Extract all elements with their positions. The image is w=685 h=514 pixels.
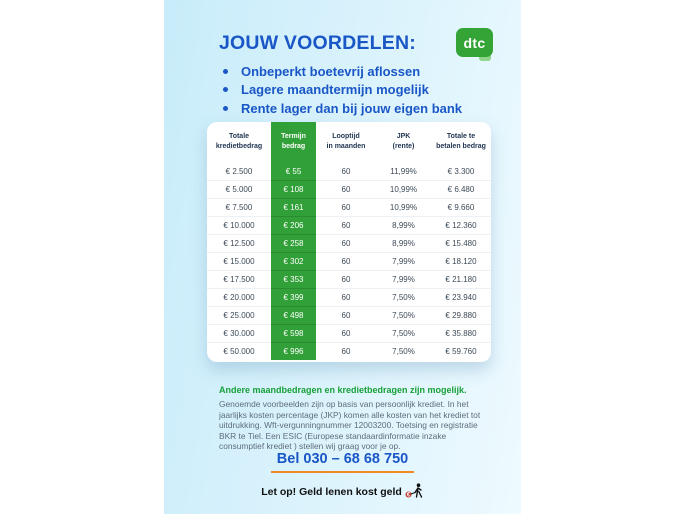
rate-table: Totale kredietbedrag Termijn bedrag Loopti… [207,122,491,362]
table-cell: € 20.000 [207,288,271,306]
table-cell: 60 [316,324,376,342]
table-cell: € 10.000 [207,216,271,234]
table-cell: € 12.360 [431,216,491,234]
table-cell: € 206 [271,216,316,234]
svg-text:€: € [407,493,411,498]
table-cell: € 21.180 [431,270,491,288]
note-title: Andere maandbedragen en kredietbedragen … [219,385,467,395]
table-cell: 8,99% [376,216,431,234]
table-cell: 10,99% [376,198,431,216]
table-cell: 11,99% [390,166,417,176]
table-cell: 60 [316,234,376,252]
table-cell: 8,99% [376,234,431,252]
table-cell: 7,50% [376,324,431,342]
table-row: € 7.500 € 161 60 10,99% € 9.660 [207,198,491,216]
table-cell: 7,99% [376,252,431,270]
table-cell: 60 [316,306,376,324]
benefit-label: Lagere maandtermijn mogelijk [241,82,429,98]
table-cell: 60 [316,252,376,270]
table-row: € 15.000 € 302 60 7,99% € 18.120 [207,252,491,270]
table-row: € 12.500 € 258 60 8,99% € 15.480 [207,234,491,252]
table-cell: 60 [316,270,376,288]
table-cell: € 17.500 [207,270,271,288]
benefit-label: Onbeperkt boetevrij aflossen [241,63,421,79]
table-cell: € 18.120 [431,252,491,270]
table-cell: € 996 [271,342,316,360]
table-cell: € 2.500 [225,166,253,176]
table-cell: € 9.660 [431,198,491,216]
table-cell: 60 [316,288,376,306]
table-cell: € 25.000 [207,306,271,324]
table-body: € 2.500 € 55 60 11,99% € 3.300 € 5.000 € 108 60… [207,162,491,360]
column-header: Looptijd in maanden [326,132,366,151]
note-body: Genoemde voorbeelden zijn op basis van p… [219,399,481,451]
table-cell: € 50.000 [207,342,271,360]
dtc-logo: dtc [456,28,493,61]
column-header: Totale te betalen bedrag [436,132,486,151]
table-cell: 60 [316,216,376,234]
table-row: € 2.500 € 55 60 11,99% € 3.300 [207,162,491,180]
table-cell: € 55 [271,162,316,180]
bullet-icon [223,87,228,93]
table-cell: € 35.880 [431,324,491,342]
table-cell: € 302 [271,252,316,270]
bullet-icon [223,105,228,111]
page-title: JOUW VOORDELEN: [219,32,416,54]
table-cell: € 598 [271,324,316,342]
table-row: € 5.000 € 108 60 10,99% € 6.480 [207,180,491,198]
table-cell: 60 [316,342,376,360]
table-cell: € 15.480 [431,234,491,252]
table-cell: € 399 [271,288,316,306]
geld-lenen-kost-geld-icon: € [405,483,424,501]
table-cell: € 12.500 [207,234,271,252]
table-header-row: Totale kredietbedrag Termijn bedrag Loopti… [207,122,491,162]
benefit-item: Lagere maandtermijn mogelijk [223,81,462,100]
table-cell: € 7.500 [207,198,271,216]
table-cell: 7,50% [376,342,431,360]
column-header: JPK (rente) [392,132,415,151]
table-row: € 25.000 € 498 60 7,50% € 29.880 [207,306,491,324]
table-cell: 7,50% [376,306,431,324]
table-cell: € 6.480 [431,180,491,198]
table-cell: € 29.880 [431,306,491,324]
table-cell: € 3.300 [447,166,475,176]
benefits-list: Onbeperkt boetevrij aflossen Lagere maan… [223,62,462,118]
phone-link[interactable]: Bel 030 – 68 68 750 [270,451,415,473]
table-row: € 20.000 € 399 60 7,50% € 23.940 [207,288,491,306]
table-cell: 10,99% [376,180,431,198]
table-cell: € 15.000 [207,252,271,270]
benefit-item: Onbeperkt boetevrij aflossen [223,62,462,81]
table-cell: 7,99% [376,270,431,288]
phone-row: Bel 030 – 68 68 750 [164,450,521,473]
table-cell: 60 [316,198,376,216]
table-cell: € 108 [271,180,316,198]
benefit-item: Rente lager dan bij jouw eigen bank [223,99,462,118]
table-cell: € 258 [271,234,316,252]
flyer: dtc JOUW VOORDELEN: Onbeperkt boetevrij … [164,0,521,514]
column-header: Termijn bedrag [271,122,316,162]
benefit-label: Rente lager dan bij jouw eigen bank [241,100,463,116]
column-header: Totale kredietbedrag [215,132,263,151]
table-cell: € 59.760 [431,342,491,360]
table-row: € 50.000 € 996 60 7,50% € 59.760 [207,342,491,360]
table-cell: € 353 [271,270,316,288]
table-row: € 17.500 € 353 60 7,99% € 21.180 [207,270,491,288]
logo-text: dtc [456,28,493,57]
table-row: € 30.000 € 598 60 7,50% € 35.880 [207,324,491,342]
credit-warning: Let op! Geld lenen kost geld € [164,483,521,501]
table-cell: 60 [316,180,376,198]
bullet-icon [223,68,228,74]
table-cell: 7,50% [376,288,431,306]
table-cell: € 161 [271,198,316,216]
table-cell: € 23.940 [431,288,491,306]
table-cell: € 5.000 [207,180,271,198]
credit-warning-text: Let op! Geld lenen kost geld [261,486,402,498]
table-cell: € 30.000 [207,324,271,342]
table-row: € 10.000 € 206 60 8,99% € 12.360 [207,216,491,234]
table-cell: € 498 [271,306,316,324]
table-cell: 60 [341,166,351,176]
